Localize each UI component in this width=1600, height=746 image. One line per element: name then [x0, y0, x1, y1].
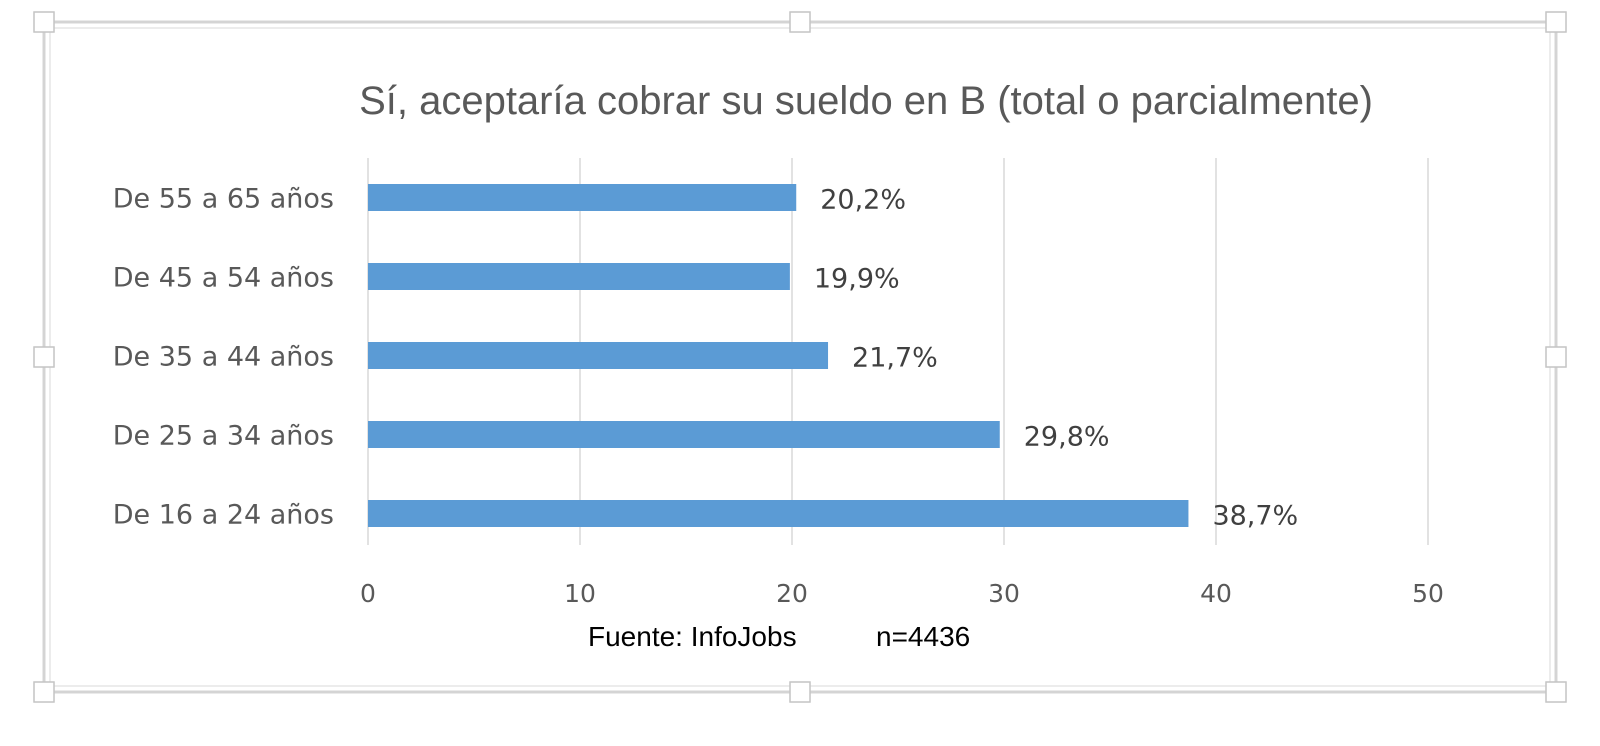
- x-tick-label-4: 40: [1200, 579, 1232, 608]
- bar-3: [368, 342, 829, 369]
- bar-1: [368, 184, 797, 211]
- x-tick-label-0: 0: [360, 579, 376, 608]
- chart-selection-frame[interactable]: [33, 11, 1567, 703]
- data-label-1: 20,2%: [820, 185, 906, 216]
- source-label: Fuente: InfoJobs: [588, 621, 797, 652]
- resize-handle-bottom-right[interactable]: [1545, 681, 1567, 703]
- data-labels: 20,2% 19,9% 21,7% 29,8% 38,7%: [814, 185, 1298, 532]
- bars: [368, 184, 1189, 527]
- resize-handle-bottom-left[interactable]: [33, 681, 55, 703]
- data-label-5: 38,7%: [1212, 501, 1298, 532]
- sample-size-label: n=4436: [876, 621, 970, 652]
- bar-4: [368, 421, 1000, 448]
- category-label-3: De 35 a 44 años: [113, 342, 334, 373]
- x-axis-tick-labels: 0 10 20 30 40 50: [360, 579, 1444, 608]
- x-tick-label-5: 50: [1412, 579, 1444, 608]
- chart-title: Sí, aceptaría cobrar su sueldo en B (tot…: [359, 79, 1373, 123]
- resize-handle-right[interactable]: [1545, 346, 1567, 368]
- data-label-3: 21,7%: [852, 343, 938, 374]
- data-label-2: 19,9%: [814, 264, 900, 295]
- x-tick-label-3: 30: [988, 579, 1020, 608]
- bar-5: [368, 500, 1189, 527]
- category-label-5: De 16 a 24 años: [113, 500, 334, 531]
- x-tick-label-2: 20: [776, 579, 808, 608]
- category-label-4: De 25 a 34 años: [113, 421, 334, 452]
- category-label-2: De 45 a 54 años: [113, 263, 334, 294]
- resize-handle-bottom[interactable]: [789, 681, 811, 703]
- resize-handle-top[interactable]: [789, 11, 811, 33]
- category-label-1: De 55 a 65 años: [113, 184, 334, 215]
- x-tick-label-1: 10: [564, 579, 596, 608]
- resize-handle-top-right[interactable]: [1545, 11, 1567, 33]
- resize-handle-top-left[interactable]: [33, 11, 55, 33]
- data-label-4: 29,8%: [1024, 422, 1110, 453]
- category-labels: De 55 a 65 años De 45 a 54 años De 35 a 44…: [113, 184, 334, 531]
- resize-handle-left[interactable]: [33, 346, 55, 368]
- bar-2: [368, 263, 790, 290]
